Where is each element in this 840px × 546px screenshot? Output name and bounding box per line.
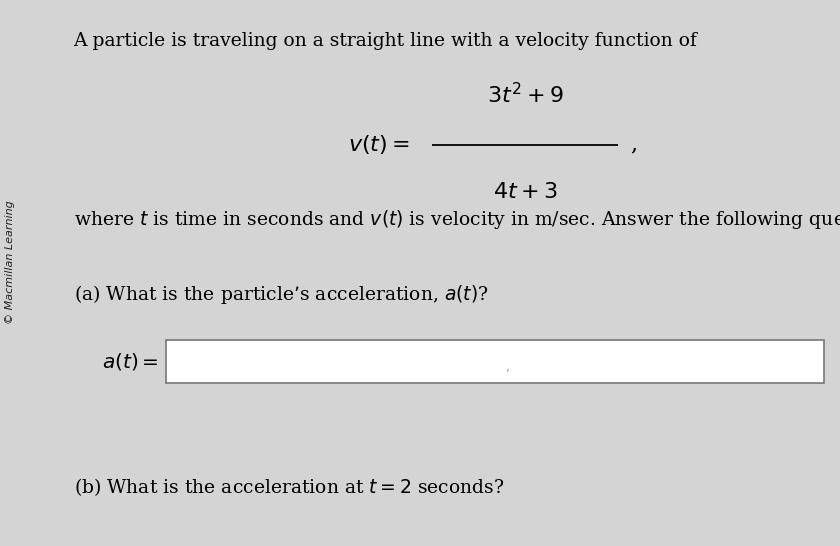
- Text: © Macmillan Learning: © Macmillan Learning: [5, 200, 15, 324]
- Text: $v(t) =$: $v(t) =$: [348, 133, 410, 156]
- Text: ,: ,: [630, 134, 637, 156]
- Text: ,: ,: [506, 361, 510, 374]
- FancyBboxPatch shape: [166, 340, 823, 383]
- Text: where $t$ is time in seconds and $v(t)$ is velocity in m/sec. Answer the followi: where $t$ is time in seconds and $v(t)$ …: [74, 208, 840, 231]
- Text: $4t + 3$: $4t + 3$: [493, 181, 558, 203]
- Text: A particle is traveling on a straight line with a velocity function of: A particle is traveling on a straight li…: [74, 32, 697, 50]
- Text: $a(t) =$: $a(t) =$: [102, 351, 159, 372]
- Text: (b) What is the acceleration at $t = 2$ seconds?: (b) What is the acceleration at $t = 2$ …: [74, 476, 504, 498]
- Text: $3t^2 + 9$: $3t^2 + 9$: [487, 83, 564, 108]
- Text: (a) What is the particle’s acceleration, $a(t)$?: (a) What is the particle’s acceleration,…: [74, 283, 488, 306]
